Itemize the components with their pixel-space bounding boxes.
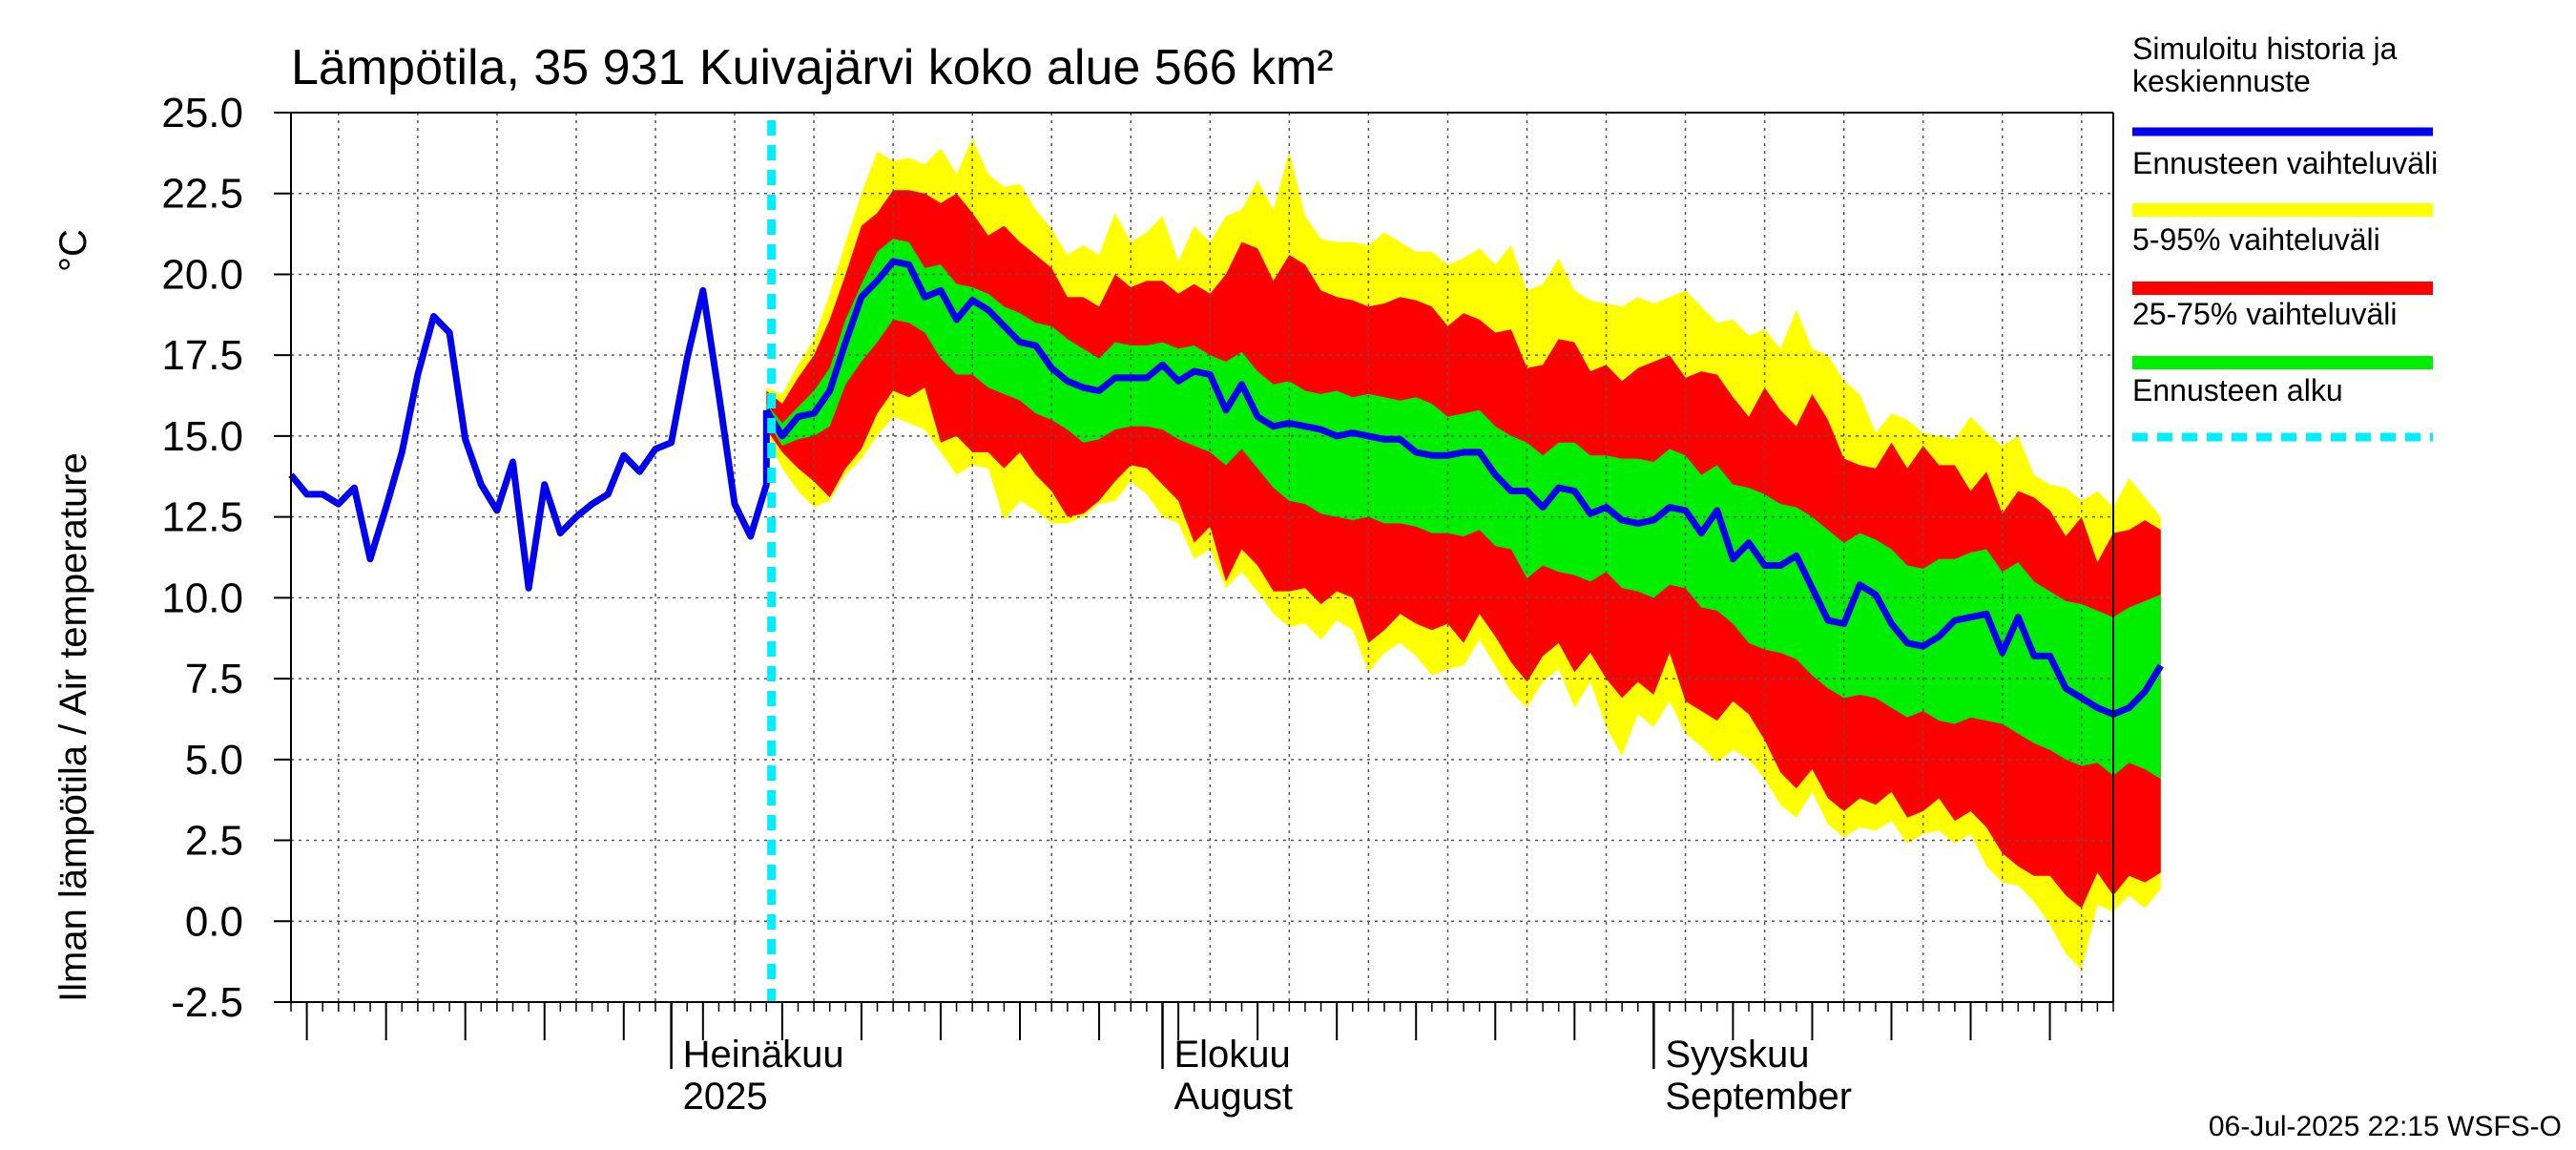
y-tick-label: 20.0 [161, 251, 243, 298]
legend-label: Ennusteen alku [2132, 373, 2343, 408]
y-tick-label: 17.5 [161, 332, 243, 379]
grid-lines [291, 112, 2113, 1003]
x-month-label: Elokuu [1174, 1034, 1290, 1076]
y-tick-label: 0.0 [185, 898, 243, 945]
legend-label: 5-95% vaihteluväli [2132, 222, 2380, 257]
axes [274, 112, 2114, 1069]
median-forecast-line [763, 258, 2164, 718]
legend-label: Ennusteen vaihteluväli [2132, 146, 2438, 180]
y-tick-label: 5.0 [185, 737, 243, 784]
y-axis-label-group: Ilman lämpötila / Air temperature [52, 452, 94, 1002]
x-month-label: Heinäkuu [683, 1034, 844, 1076]
legend-label: 25-75% vaihteluväli [2132, 297, 2398, 331]
y-tick-label: 7.5 [185, 656, 243, 702]
legend-label: keskiennuste [2132, 64, 2311, 98]
x-month-sublabel: August [1174, 1076, 1293, 1118]
series-lines [288, 120, 2164, 1002]
y-tick-label: 10.0 [161, 575, 243, 621]
chart-title: Lämpötila, 35 931 Kuivajärvi koko alue 5… [291, 40, 1334, 95]
history-line [288, 286, 770, 592]
y-tick-label: 15.0 [161, 413, 243, 460]
footer-timestamp: 06-Jul-2025 22:15 WSFS-O [2209, 1111, 2562, 1142]
y-tick-label: 12.5 [161, 494, 243, 541]
x-month-label: Syyskuu [1665, 1034, 1809, 1076]
y-axis-unit: °C [52, 229, 94, 272]
y-axis-unit-group: °C [52, 229, 94, 272]
y-tick-label: 25.0 [161, 90, 243, 136]
y-tick-label: 22.5 [161, 171, 243, 218]
legend-label: Simuloitu historia ja [2132, 31, 2398, 66]
x-month-sublabel: 2025 [683, 1076, 768, 1118]
y-tick-labels: 25.0 22.5 20.0 17.5 15.0 12.5 10.0 7.5 5.0 2.5 0.0… [161, 90, 243, 1026]
y-tick-label: 2.5 [185, 818, 243, 865]
x-month-sublabel: September [1665, 1076, 1852, 1118]
y-axis-label: Ilman lämpötila / Air temperature [52, 452, 94, 1002]
y-tick-label: -2.5 [171, 979, 243, 1026]
band-25-75 [766, 239, 2161, 780]
forecast-bands [766, 138, 2161, 971]
